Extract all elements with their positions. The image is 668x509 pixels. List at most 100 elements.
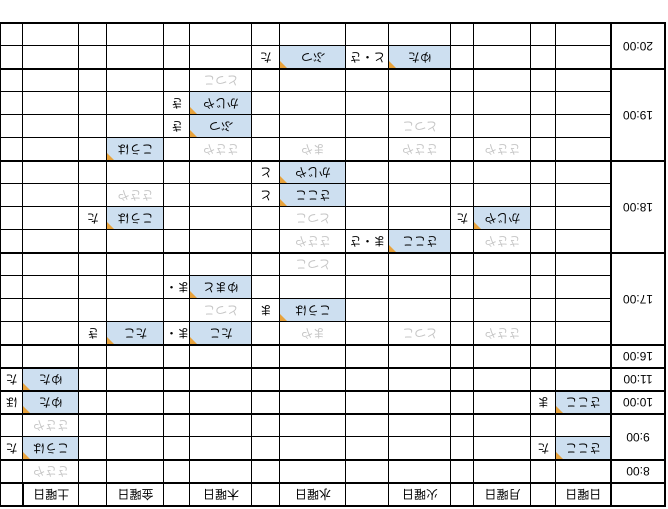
cell-16:00-day1-note[interactable] [531, 345, 556, 368]
cell-9:00-day5-note[interactable] [164, 437, 190, 460]
cell-19:00-day3-name[interactable]: ささや [389, 138, 451, 161]
cell-18:00-day1-note[interactable] [531, 207, 556, 230]
cell-18:00-day5-name[interactable] [190, 184, 252, 207]
cell-17:00-day6-name[interactable] [107, 276, 164, 299]
cell-18:00-day6-name[interactable] [107, 230, 164, 253]
cell-9:00-day3-name[interactable] [389, 414, 451, 437]
cell-9:00-day2-note[interactable] [451, 437, 474, 460]
cell-19:00-day5-note[interactable]: き [164, 115, 190, 138]
cell-17:00-day2-name[interactable]: ささや [474, 322, 531, 345]
cell-17:00-day4-note[interactable]: ま [252, 299, 280, 322]
cell-16:00-day4-name[interactable] [280, 345, 346, 368]
cell-18:00-day2-name[interactable]: かじや [474, 207, 531, 230]
cell-16:00-day6-name[interactable] [107, 345, 164, 368]
cell-17:00-day7-name[interactable] [23, 299, 79, 322]
cell-18:00-day7-note[interactable] [0, 230, 23, 253]
cell-8:00-day6-name[interactable] [107, 460, 164, 483]
cell-17:00-day1-note[interactable] [531, 276, 556, 299]
cell-18:00-day6-note[interactable] [79, 184, 107, 207]
cell-18:00-day4-name[interactable]: さここ [280, 184, 346, 207]
cell-19:00-day7-name[interactable] [23, 138, 79, 161]
cell-11:00-day6-name[interactable] [107, 368, 164, 391]
cell-17:00-day1-name[interactable] [556, 253, 611, 276]
cell-20:00-day7-note[interactable] [0, 23, 23, 46]
cell-17:00-day1-note[interactable] [531, 322, 556, 345]
cell-19:00-day5-name[interactable]: とつこ [190, 69, 252, 92]
cell-18:00-day6-name[interactable] [107, 161, 164, 184]
cell-18:00-day3-name[interactable]: さここ [389, 230, 451, 253]
cell-18:00-day1-name[interactable] [556, 184, 611, 207]
cell-20:00-day2-note[interactable] [451, 23, 474, 46]
cell-8:00-day4-note[interactable] [252, 460, 280, 483]
cell-8:00-day5-name[interactable] [190, 460, 252, 483]
cell-9:00-day3-note[interactable] [346, 414, 389, 437]
cell-17:00-day6-note[interactable] [79, 276, 107, 299]
cell-9:00-day4-name[interactable] [280, 437, 346, 460]
cell-17:00-day2-name[interactable] [474, 276, 531, 299]
cell-19:00-day5-note[interactable]: き [164, 92, 190, 115]
cell-20:00-day7-name[interactable] [23, 46, 79, 69]
cell-17:00-day7-note[interactable] [0, 299, 23, 322]
cell-16:00-day3-note[interactable] [346, 345, 389, 368]
cell-19:00-day2-name[interactable]: ささや [474, 138, 531, 161]
cell-20:00-day4-name[interactable] [280, 23, 346, 46]
cell-19:00-day3-note[interactable] [346, 138, 389, 161]
cell-20:00-day5-name[interactable] [190, 23, 252, 46]
cell-19:00-day6-note[interactable] [79, 92, 107, 115]
cell-18:00-day2-name[interactable] [474, 184, 531, 207]
cell-9:00-day1-name[interactable] [556, 414, 611, 437]
cell-19:00-day1-note[interactable] [531, 69, 556, 92]
cell-20:00-day6-name[interactable] [107, 23, 164, 46]
cell-20:00-day5-note[interactable] [164, 46, 190, 69]
cell-16:00-day2-name[interactable] [474, 345, 531, 368]
cell-17:00-day5-note[interactable] [164, 299, 190, 322]
cell-17:00-day3-name[interactable] [389, 276, 451, 299]
cell-20:00-day6-note[interactable] [79, 23, 107, 46]
cell-8:00-day5-note[interactable] [164, 460, 190, 483]
cell-18:00-day2-name[interactable]: ささや [474, 230, 531, 253]
cell-20:00-day4-note[interactable] [252, 23, 280, 46]
cell-18:00-day3-note[interactable] [346, 161, 389, 184]
cell-19:00-day5-note[interactable] [164, 138, 190, 161]
cell-9:00-day6-name[interactable] [107, 437, 164, 460]
cell-18:00-day2-note[interactable] [451, 230, 474, 253]
cell-19:00-day7-note[interactable] [0, 92, 23, 115]
cell-17:00-day4-note[interactable] [252, 253, 280, 276]
cell-18:00-day5-note[interactable] [164, 184, 190, 207]
cell-19:00-day2-note[interactable] [451, 138, 474, 161]
cell-18:00-day1-note[interactable] [531, 230, 556, 253]
cell-19:00-day3-name[interactable] [389, 92, 451, 115]
cell-19:00-day2-note[interactable] [451, 69, 474, 92]
cell-18:00-day5-note[interactable] [164, 230, 190, 253]
cell-20:00-day7-note[interactable] [0, 46, 23, 69]
cell-8:00-day2-name[interactable] [474, 460, 531, 483]
cell-10:00-day6-name[interactable] [107, 391, 164, 414]
cell-18:00-day4-note[interactable] [252, 230, 280, 253]
cell-19:00-day6-note[interactable] [79, 138, 107, 161]
cell-20:00-day2-name[interactable] [474, 46, 531, 69]
cell-10:00-day4-name[interactable] [280, 391, 346, 414]
cell-20:00-day5-note[interactable] [164, 23, 190, 46]
cell-17:00-day3-note[interactable] [346, 299, 389, 322]
cell-19:00-day4-note[interactable] [252, 69, 280, 92]
cell-11:00-day2-note[interactable] [451, 368, 474, 391]
cell-8:00-day7-note[interactable] [0, 460, 23, 483]
cell-20:00-day6-note[interactable] [79, 46, 107, 69]
cell-19:00-day7-name[interactable] [23, 92, 79, 115]
cell-17:00-day2-note[interactable] [451, 299, 474, 322]
cell-17:00-day2-note[interactable] [451, 253, 474, 276]
cell-9:00-day7-note[interactable]: た [0, 437, 23, 460]
cell-18:00-day4-name[interactable]: ささや [280, 230, 346, 253]
cell-17:00-day3-note[interactable] [346, 322, 389, 345]
cell-20:00-day4-note[interactable]: た [252, 46, 280, 69]
cell-19:00-day7-name[interactable] [23, 115, 79, 138]
cell-11:00-day2-name[interactable] [474, 368, 531, 391]
cell-19:00-day3-name[interactable] [389, 69, 451, 92]
cell-17:00-day6-name[interactable] [107, 299, 164, 322]
cell-8:00-day3-name[interactable] [389, 460, 451, 483]
cell-16:00-day5-name[interactable] [190, 345, 252, 368]
cell-17:00-day6-note[interactable] [79, 299, 107, 322]
cell-18:00-day4-name[interactable]: かじや [280, 161, 346, 184]
cell-20:00-day3-name[interactable]: ゆた [389, 46, 451, 69]
cell-19:00-day6-name[interactable]: こうは [107, 138, 164, 161]
